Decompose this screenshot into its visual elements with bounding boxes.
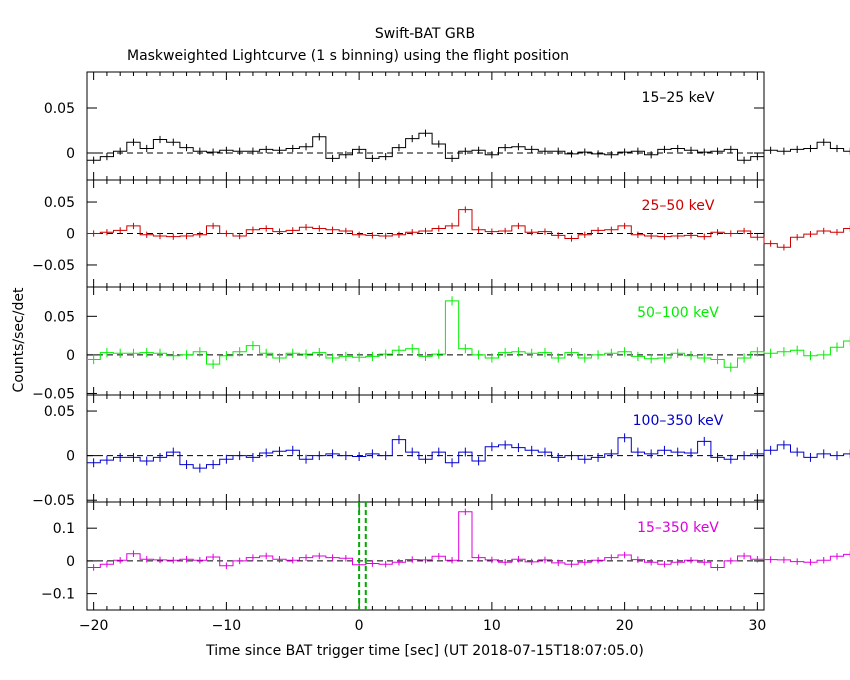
y-tick-label: 0 [66, 146, 75, 162]
y-tick-label: −0.1 [41, 587, 75, 603]
y-tick-label: 0 [66, 449, 75, 465]
y-tick-label: 0.05 [44, 101, 75, 117]
panel-1: 0 0.05 15–25 keV [44, 71, 850, 181]
chart-title: Swift-BAT GRB [375, 26, 475, 42]
y-tick-label: −0.05 [32, 258, 75, 274]
y-tick-label: 0 [66, 554, 75, 570]
band-label: 15–350 keV [637, 520, 719, 536]
x-tick-label: 30 [748, 618, 766, 634]
series-line [87, 132, 850, 161]
x-axis-label: Time since BAT trigger time [sec] (UT 20… [205, 643, 644, 659]
series-line [87, 209, 850, 248]
y-tick-label: 0 [66, 348, 75, 364]
x-tick-label: −20 [79, 618, 109, 634]
y-tick-label: 0.1 [53, 521, 75, 537]
chart-subtitle: Maskweighted Lightcurve (1 s binning) us… [127, 48, 569, 64]
panel-frame [86, 394, 765, 503]
panel-3: −0.05 0 0.05 50–100 keV [32, 286, 850, 402]
y-tick-label: 0 [66, 227, 75, 243]
band-label: 50–100 keV [637, 305, 719, 321]
y-axis-label: Counts/sec/det [11, 287, 27, 392]
panel-4: −0.05 0 0.05 100–350 keV [32, 394, 850, 509]
band-label: 25–50 keV [642, 198, 715, 214]
x-tick-label: 20 [616, 618, 634, 634]
band-label: 100–350 keV [633, 413, 724, 429]
panel-frame [86, 71, 765, 181]
y-tick-label: −0.05 [32, 386, 75, 402]
panel-frame [86, 501, 765, 611]
series-line [87, 300, 850, 368]
panel-5: −0.1 0 0.1 15–350 keV −20 −10 0 10 20 30 [41, 501, 850, 634]
x-tick-label: −10 [212, 618, 242, 634]
y-tick-label: 0.05 [44, 309, 75, 325]
panel-2: −0.05 0 0.05 25–50 keV [32, 179, 850, 288]
y-tick-label: 0.05 [44, 195, 75, 211]
series-line [87, 437, 850, 469]
x-tick-label: 0 [355, 618, 364, 634]
series-line [87, 511, 850, 568]
y-tick-label: −0.05 [32, 493, 75, 509]
panel-frame [86, 286, 765, 396]
band-label: 15–25 keV [642, 90, 715, 106]
x-tick-label: 10 [483, 618, 501, 634]
y-tick-label: 0.05 [44, 404, 75, 420]
